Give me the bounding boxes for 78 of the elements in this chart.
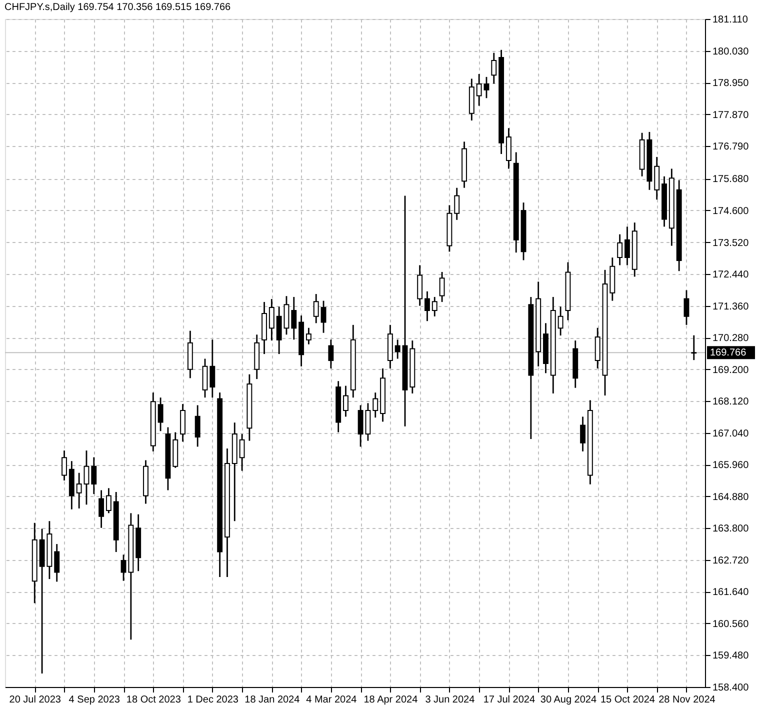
candlestick (594, 327, 600, 370)
candlestick (432, 296, 438, 318)
candlestick (372, 392, 378, 418)
candlestick (268, 298, 274, 342)
y-tick-label: 159.480 (712, 650, 750, 662)
y-tick-label: 170.280 (712, 333, 750, 344)
y-tick-label: 167.040 (712, 428, 750, 440)
candlestick (180, 403, 186, 442)
candlestick (328, 338, 334, 370)
candlestick (491, 52, 497, 84)
y-tick-label: 178.950 (712, 78, 750, 90)
candlestick (239, 433, 245, 472)
candlestick (76, 472, 82, 510)
candlestick (84, 450, 90, 506)
x-tick-label: 17 Jul 2024 (483, 694, 536, 706)
candlestick (654, 156, 660, 200)
y-tick-label: 158.400 (712, 682, 750, 694)
y-tick-label: 160.560 (712, 618, 750, 630)
y-tick-label: 162.720 (712, 555, 750, 566)
x-tick-label: 3 Jun 2024 (425, 694, 476, 706)
candlestick (454, 187, 460, 221)
y-tick-label: 164.880 (712, 492, 750, 503)
candlestick (158, 396, 164, 432)
ref-line-label: 169.766 (710, 348, 747, 359)
candlestick (62, 450, 67, 482)
y-tick-label: 165.960 (712, 460, 750, 472)
candlestick (306, 327, 312, 346)
y-tick-label: 161.640 (712, 587, 750, 598)
candlestick (506, 127, 512, 170)
y-tick-label: 175.680 (712, 174, 750, 186)
candlestick (476, 73, 482, 106)
candlestick (194, 404, 200, 448)
x-tick-label: 4 Sep 2023 (68, 694, 120, 706)
candlestick (320, 300, 326, 334)
candlestick (417, 264, 423, 306)
candlestick (558, 306, 564, 336)
x-tick-label: 15 Oct 2024 (600, 694, 656, 706)
candlestick (617, 234, 623, 266)
x-tick-label: 18 Jan 2024 (244, 694, 300, 706)
y-tick-label: 171.360 (712, 301, 750, 312)
candlestick (98, 490, 104, 529)
y-tick-label: 168.120 (712, 396, 750, 408)
candlestick (54, 543, 60, 582)
x-tick-label: 28 Nov 2024 (658, 694, 716, 706)
candlestick (313, 293, 319, 324)
y-tick-label: 169.200 (712, 364, 750, 376)
chart-title: CHFJPY.s,Daily 169.754 170.356 169.515 169.766 (4, 2, 232, 13)
x-tick-label: 1 Dec 2023 (187, 694, 239, 706)
candlestick (276, 306, 282, 355)
candlestick (284, 295, 290, 336)
candlestick (120, 554, 126, 582)
candlestick (106, 487, 112, 514)
candlestick (424, 290, 430, 322)
candlestick (624, 226, 630, 266)
y-tick-label: 180.030 (712, 46, 750, 58)
candlestick (394, 338, 400, 360)
y-tick-label: 173.520 (712, 238, 750, 249)
x-tick-label: 18 Oct 2023 (126, 694, 182, 706)
candlestick (291, 296, 297, 340)
x-tick-label: 4 Mar 2024 (306, 694, 358, 706)
candlestick (210, 338, 216, 398)
y-tick-label: 163.800 (712, 524, 750, 535)
y-tick-label: 177.870 (712, 110, 750, 121)
candlestick (484, 76, 490, 99)
candlestick (684, 290, 690, 326)
y-tick-label: 181.110 (712, 14, 748, 26)
x-tick-label: 30 Aug 2024 (540, 694, 597, 706)
y-tick-label: 174.600 (712, 206, 750, 217)
y-tick-label: 172.440 (712, 270, 750, 281)
candlestick (691, 334, 697, 361)
x-tick-label: 18 Apr 2024 (364, 694, 418, 706)
candlestick (580, 416, 586, 452)
candlestick (202, 358, 208, 398)
candlestick (439, 271, 445, 303)
x-tick-label: 20 Jul 2023 (9, 694, 62, 706)
y-tick-label: 176.790 (712, 142, 750, 153)
candlestick (343, 385, 348, 418)
candlestick (91, 456, 97, 495)
